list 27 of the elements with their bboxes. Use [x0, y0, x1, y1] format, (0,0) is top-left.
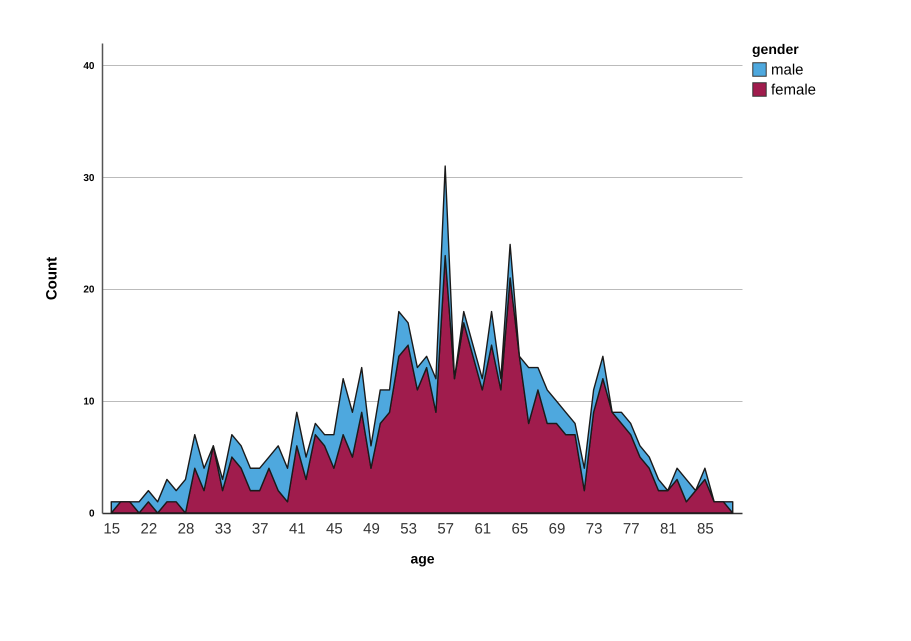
y-tick-label: 20: [83, 284, 95, 296]
y-tick-label: 10: [83, 396, 95, 408]
legend-label: male: [771, 62, 804, 78]
legend-title: gender: [752, 41, 800, 57]
x-tick-label: 77: [622, 520, 640, 538]
x-tick-label: 65: [512, 520, 528, 538]
x-tick-label: 22: [140, 520, 158, 538]
x-tick-label: 15: [103, 520, 120, 538]
legend-label: female: [771, 82, 816, 98]
x-tick-label: 69: [548, 520, 566, 538]
x-tick-label: 85: [697, 520, 714, 538]
x-tick-label: 57: [437, 520, 454, 538]
x-axis-title: age: [410, 550, 435, 566]
y-tick-label: 40: [83, 60, 95, 72]
x-tick-label: 28: [178, 520, 194, 538]
y-tick-label: 0: [88, 508, 95, 520]
x-tick-label: 37: [252, 520, 269, 538]
x-tick-label: 53: [400, 520, 417, 538]
x-tick-label: 45: [326, 520, 343, 538]
x-tick-label: 81: [660, 520, 677, 538]
x-tick-label: 41: [288, 520, 306, 538]
y-axis-title: Count: [43, 256, 60, 300]
x-tick-label: 49: [363, 520, 380, 538]
x-tick-label: 61: [474, 520, 492, 538]
y-tick-label: 30: [83, 172, 95, 184]
x-tick-label: 73: [586, 520, 602, 538]
x-tick-label: 33: [214, 520, 232, 538]
